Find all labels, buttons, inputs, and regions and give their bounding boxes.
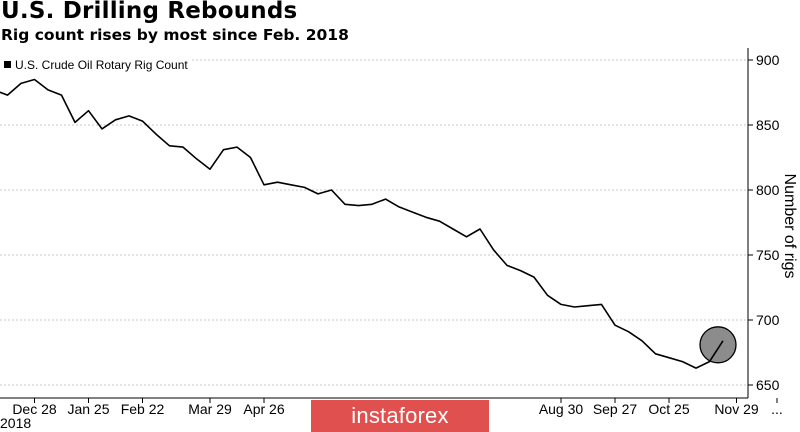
series-line [0, 78, 724, 369]
x-tick-label: ... [771, 401, 783, 417]
x-tick-label: Jan 25 [67, 401, 109, 417]
y-tick-label: 700 [756, 312, 780, 328]
x-axis: Dec 28 Jan 25 Feb 22 Mar 29 Apr 26 Aug 30 Sep … [0, 397, 783, 417]
x-tick-label: Aug 30 [539, 401, 584, 417]
legend: U.S. Crude Oil Rotary Rig Count [0, 54, 192, 76]
legend-box [0, 54, 192, 76]
series-group [0, 78, 724, 369]
annotation-group [699, 326, 737, 364]
watermark-text: instaforex [351, 403, 449, 428]
highlight-segment [708, 340, 724, 363]
x-tick-label: Oct 25 [648, 401, 689, 417]
chart-title: U.S. Drilling Rebounds [1, 0, 298, 24]
legend-label: U.S. Crude Oil Rotary Rig Count [15, 58, 188, 72]
watermark-logo: instaforex [311, 400, 489, 432]
highlight-circle [699, 326, 737, 364]
y-tick-label: 800 [756, 182, 780, 198]
y-axis-label: Number of rigs [781, 174, 798, 279]
y-axis: 650 700 750 800 850 900 [747, 48, 780, 398]
y-tick-label: 750 [756, 247, 780, 263]
x-tick-label: Apr 26 [243, 401, 284, 417]
x-tick-label: Feb 22 [121, 401, 165, 417]
x-axis-year-label: 2018 [0, 415, 32, 431]
x-tick-label: Nov 29 [714, 401, 759, 417]
y-tick-label: 650 [756, 377, 780, 393]
x-tick-label: Mar 29 [188, 401, 232, 417]
y-tick-label: 850 [756, 117, 780, 133]
chart-subtitle: Rig count rises by most since Feb. 2018 [1, 26, 349, 44]
y-tick-label: 900 [756, 52, 780, 68]
legend-swatch [4, 61, 11, 68]
x-tick-label: Dec 28 [12, 401, 57, 417]
x-tick-label: Sep 27 [593, 401, 638, 417]
